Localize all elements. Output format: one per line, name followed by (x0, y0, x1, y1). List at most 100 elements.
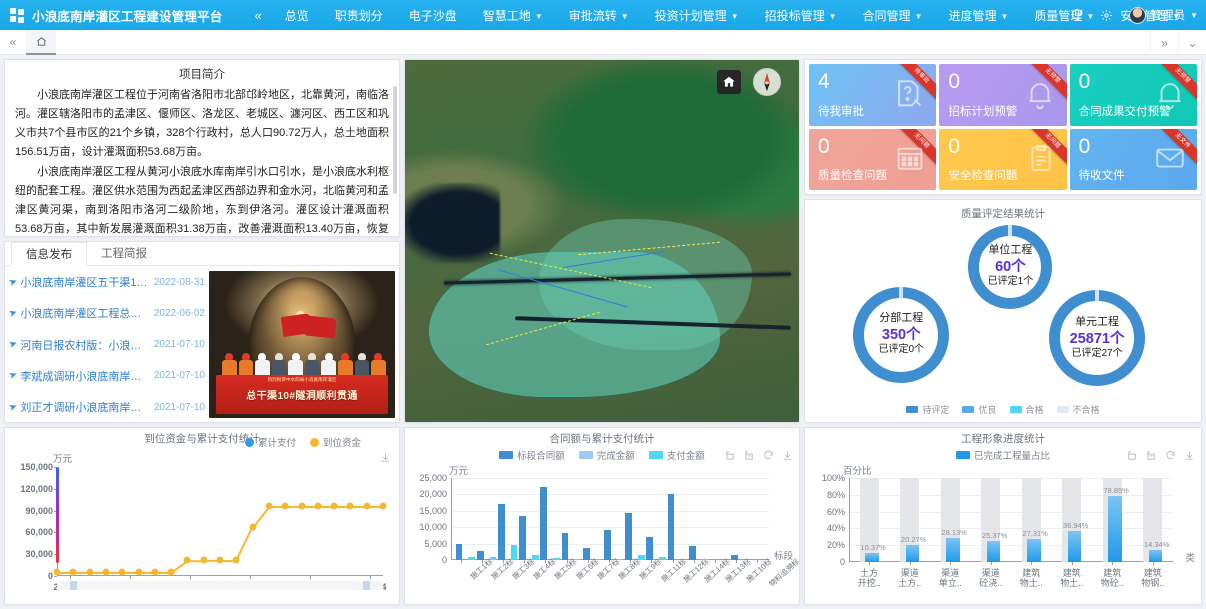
tabs-dropdown-icon[interactable]: ⌄ (1178, 30, 1206, 55)
list-item[interactable]: ➤ 小浪底南岸灌区工程总干... 2022-06-02 (7, 305, 205, 321)
data-point[interactable] (102, 568, 110, 576)
data-point[interactable] (314, 502, 322, 510)
bar[interactable] (510, 545, 518, 560)
nav-item-9[interactable]: 质量管理 ▼ (1021, 0, 1107, 30)
intro-scrollbar[interactable] (393, 86, 397, 194)
bar[interactable] (1108, 495, 1122, 562)
zoom-box-icon[interactable] (1127, 448, 1138, 460)
tabs-scroll-right-icon[interactable]: » (1150, 30, 1178, 55)
data-point[interactable] (200, 556, 208, 564)
kpi-card-3[interactable]: 无问题 0 质量检查问题 (809, 128, 937, 190)
bar[interactable] (595, 559, 603, 560)
bar[interactable] (905, 544, 920, 562)
legend-item-0[interactable]: 已完成工程量占比 (955, 448, 1050, 462)
bar[interactable] (455, 543, 463, 560)
bar[interactable] (731, 555, 738, 560)
data-point[interactable] (281, 502, 289, 510)
nav-collapse-icon[interactable]: « (254, 7, 262, 23)
legend-item-3[interactable]: 不合格 (1056, 403, 1100, 416)
satellite-map[interactable] (404, 59, 800, 423)
bar[interactable] (625, 513, 632, 560)
bar[interactable] (865, 553, 879, 562)
bar[interactable] (519, 516, 526, 560)
bar[interactable] (1067, 530, 1082, 562)
download-icon[interactable] (782, 448, 793, 460)
data-point[interactable] (151, 568, 159, 576)
data-point[interactable] (265, 502, 273, 510)
donut-2[interactable]: 单元工程 25871个 已评定27个 (1049, 290, 1146, 387)
data-point[interactable] (118, 568, 126, 576)
nav-item-1[interactable]: 职责划分 (322, 0, 396, 30)
legend-item-0[interactable]: 累计支付 (244, 435, 296, 449)
bar[interactable] (616, 559, 624, 560)
kpi-card-2[interactable]: 无预警 0 合同成果交付预警 (1069, 64, 1197, 126)
tab-home[interactable] (26, 29, 56, 55)
nav-item-7[interactable]: 合同管理 ▼ (850, 0, 936, 30)
nav-item-3[interactable]: 智慧工地 ▼ (470, 0, 556, 30)
legend-item-1[interactable]: 优良 (962, 403, 997, 416)
data-point[interactable] (53, 568, 61, 576)
home-icon[interactable] (717, 70, 741, 94)
data-point[interactable] (346, 502, 354, 510)
nav-item-4[interactable]: 审批流转 ▼ (556, 0, 642, 30)
download-icon[interactable] (380, 450, 391, 462)
user-menu[interactable]: 管理员 ▼ (1128, 6, 1198, 24)
bar[interactable] (553, 558, 560, 560)
kpi-card-0[interactable]: 待审批 4 待我审批 (809, 64, 937, 126)
nav-item-5[interactable]: 投资计划管理 ▼ (642, 0, 752, 30)
bar[interactable] (489, 557, 497, 560)
bar[interactable] (1027, 539, 1041, 562)
compass-icon[interactable] (753, 68, 781, 96)
bar[interactable] (688, 546, 696, 560)
bar[interactable] (946, 538, 960, 562)
zoom-box-icon[interactable] (725, 448, 736, 460)
news-photo[interactable]: 热烈祝贺中水四局小浪底南岸灌区 总干渠10#隧洞顺利贯通 (209, 271, 395, 418)
bar[interactable] (468, 556, 476, 560)
donut-1[interactable]: 分部工程 350个 已评定0个 (853, 286, 950, 383)
bar[interactable] (659, 556, 666, 560)
download-icon[interactable] (1184, 448, 1195, 460)
legend-item-1[interactable]: 到位资金 (309, 435, 361, 449)
legend-item-1[interactable]: 完成金额 (578, 448, 635, 462)
refresh-icon[interactable] (763, 448, 774, 460)
x-zoom-slider[interactable] (57, 581, 383, 590)
data-point[interactable] (330, 502, 338, 510)
data-point[interactable] (216, 556, 224, 564)
bar[interactable] (561, 532, 569, 560)
bar[interactable] (1148, 549, 1163, 562)
list-item[interactable]: ➤ 小浪底南岸灌区五干渠1#... 2022-08-31 (7, 274, 205, 290)
legend-item-0[interactable]: 待评定 (906, 403, 949, 416)
list-item[interactable]: ➤ 河南日报农村版：小浪底... 2021-07-10 (7, 337, 205, 353)
bar[interactable] (476, 550, 484, 560)
bar[interactable] (646, 536, 654, 560)
nav-item-6[interactable]: 招投标管理 ▼ (752, 0, 850, 30)
data-point[interactable] (69, 568, 77, 576)
refresh-icon[interactable] (1069, 7, 1085, 23)
kpi-card-5[interactable]: 无文件 0 待收文件 (1069, 128, 1197, 190)
list-item[interactable]: ➤ 李斌成调研小浪底南岸灌... 2021-07-10 (7, 368, 205, 384)
data-point[interactable] (232, 556, 240, 564)
zoom-restore-icon[interactable] (1146, 448, 1157, 460)
list-item[interactable]: ➤ 刘正才调研小浪底南岸灌... 2021-07-10 (7, 399, 205, 415)
nav-item-2[interactable]: 电子沙盘 (396, 0, 470, 30)
refresh-icon[interactable] (1165, 448, 1176, 460)
donut-0[interactable]: 单位工程 60个 已评定1个 (968, 224, 1053, 309)
data-point[interactable] (86, 568, 94, 576)
news-tab-1[interactable]: 工程简报 (101, 248, 147, 260)
legend-item-2[interactable]: 支付金额 (648, 448, 705, 462)
tabs-scroll-left-icon[interactable]: « (9, 35, 17, 49)
kpi-card-1[interactable]: 无预警 0 招标计划预警 (939, 64, 1067, 126)
legend-item-2[interactable]: 合格 (1009, 403, 1044, 416)
data-point[interactable] (363, 502, 371, 510)
bar[interactable] (582, 547, 590, 560)
nav-item-0[interactable]: 总览 (272, 0, 322, 30)
bar[interactable] (701, 559, 709, 560)
bar[interactable] (498, 503, 505, 560)
bar[interactable] (574, 559, 582, 560)
data-point[interactable] (183, 556, 191, 564)
data-point[interactable] (167, 568, 175, 576)
bar[interactable] (986, 540, 1001, 562)
bar[interactable] (667, 494, 675, 560)
data-point[interactable] (249, 523, 257, 531)
nav-item-8[interactable]: 进度管理 ▼ (935, 0, 1021, 30)
